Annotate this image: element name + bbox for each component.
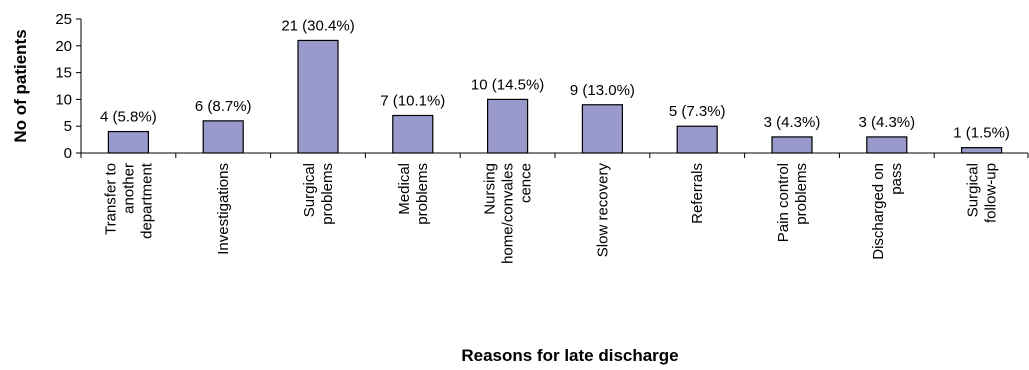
data-label: 5 (7.3%) xyxy=(669,103,726,120)
category-label-line: follow-up xyxy=(983,163,1000,223)
category-label: Transfer to another department xyxy=(102,162,155,239)
data-label: 21 (30.4%) xyxy=(281,17,354,34)
category-label: Discharged on pass xyxy=(870,163,905,260)
category-label-line: Transfer to xyxy=(102,163,119,235)
bar xyxy=(202,120,244,154)
category-label: Surgical problems xyxy=(301,163,336,225)
category-label: Pain control problems xyxy=(775,163,810,242)
category-label-line: another xyxy=(120,163,137,214)
category-label-line: Pain control xyxy=(775,163,792,242)
bar xyxy=(866,136,908,154)
bar xyxy=(107,130,150,154)
category-labels: Transfer to another department Investigatio… xyxy=(102,162,999,264)
category-label-line: pass xyxy=(888,163,905,195)
category-label-line: Medical xyxy=(396,163,413,215)
x-axis xyxy=(80,152,1029,158)
category-label-line: Discharged on xyxy=(870,163,887,260)
y-tick-label: 5 xyxy=(64,118,72,135)
category-label: Referrals xyxy=(689,163,706,224)
bar xyxy=(960,147,1003,154)
category-label-line: Referrals xyxy=(689,163,706,224)
data-label: 3 (4.3%) xyxy=(764,114,821,131)
bar xyxy=(487,98,529,154)
category-label-line: Investigations xyxy=(215,163,232,255)
y-tick-label: 25 xyxy=(55,11,72,28)
category-label-line: problems xyxy=(319,163,336,225)
bar xyxy=(676,125,718,154)
category-label-line: department xyxy=(138,162,155,239)
category-label: Medical problems xyxy=(396,163,431,225)
y-axis-title: No of patients xyxy=(11,29,30,142)
category-label: Slow recovery xyxy=(594,163,611,258)
category-label-line: problems xyxy=(793,163,810,225)
y-axis: 0 5 10 15 20 25 xyxy=(55,11,82,162)
data-label: 6 (8.7%) xyxy=(195,98,252,115)
category-label: Surgical follow-up xyxy=(965,163,1000,223)
bars xyxy=(107,39,1003,154)
data-label: 3 (4.3%) xyxy=(858,114,915,131)
category-label-line: Slow recovery xyxy=(594,163,611,258)
category-label: Nursing home/convales cence xyxy=(482,163,535,264)
category-label: Investigations xyxy=(215,163,232,255)
data-label: 9 (13.0%) xyxy=(570,82,635,99)
data-labels: 4 (5.8%) 6 (8.7%) 21 (30.4%) 7 (10.1%) 10 (1… xyxy=(100,17,1010,141)
data-label: 10 (14.5%) xyxy=(471,76,544,93)
bar xyxy=(297,39,339,154)
bar xyxy=(771,136,813,154)
y-tick-label: 10 xyxy=(55,91,72,108)
category-label-line: problems xyxy=(414,163,431,225)
y-tick-label: 0 xyxy=(64,145,72,162)
category-label-line: Surgical xyxy=(301,163,318,217)
data-label: 1 (1.5%) xyxy=(953,125,1010,142)
data-label: 7 (10.1%) xyxy=(380,92,445,109)
data-label: 4 (5.8%) xyxy=(100,109,157,126)
bar xyxy=(392,114,434,154)
y-tick-label: 15 xyxy=(55,65,72,82)
category-label-line: Surgical xyxy=(965,163,982,217)
category-label-line: home/convales xyxy=(500,163,517,264)
x-axis-title: Reasons for late discharge xyxy=(461,346,678,365)
bar xyxy=(581,104,624,154)
category-label-line: Nursing xyxy=(482,163,499,215)
category-label-line: cence xyxy=(518,163,535,203)
y-tick-label: 20 xyxy=(55,38,72,55)
